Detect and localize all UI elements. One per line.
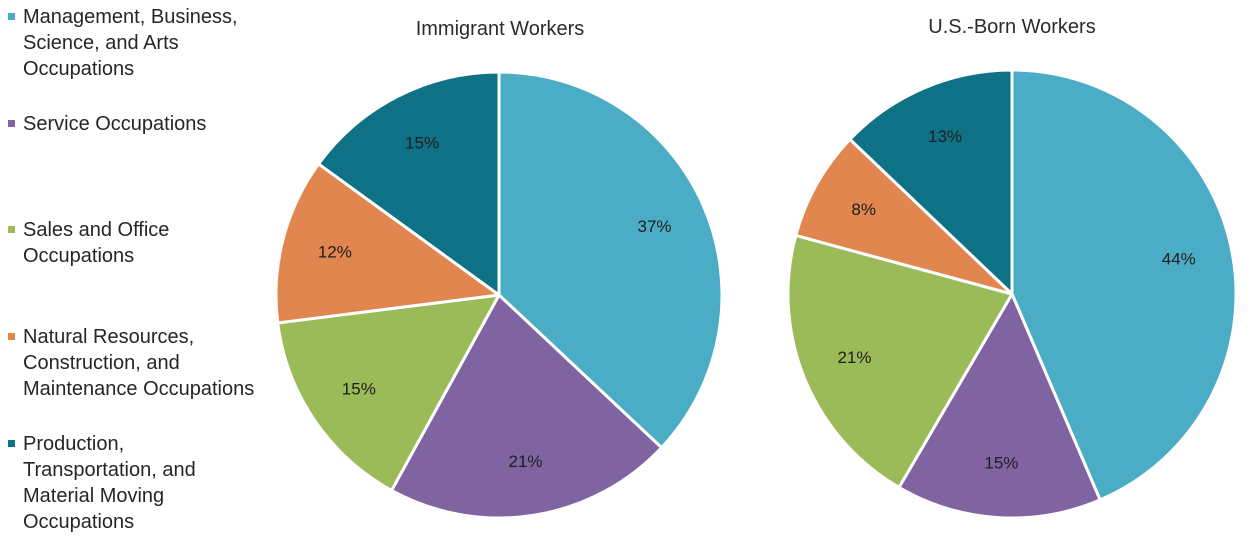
legend-swatch-production <box>8 440 15 447</box>
pie-slice-management <box>497 70 724 450</box>
pie-slice-natural-resources <box>274 162 501 325</box>
pie-slice-service <box>390 293 664 520</box>
legend-swatch-management <box>8 13 15 20</box>
pie-slice-sales <box>276 293 501 492</box>
data-label-management: 44% <box>1162 249 1196 268</box>
pie-chart-us-born: 44% 15% 21% 8% 13% <box>786 68 1238 520</box>
pie-slice-sales <box>786 233 1014 489</box>
legend-label-service: Service Occupations <box>23 113 207 135</box>
pie-slice-service <box>897 292 1102 520</box>
data-label-production: 13% <box>928 127 962 146</box>
legend-label-management: Management, Business, Science, and Arts … <box>23 6 238 80</box>
legend-item-service: Service Occupations <box>8 111 263 137</box>
chart-title-immigrant: Immigrant Workers <box>415 18 585 40</box>
legend-item-natural: Natural Resources, Construction, and Mai… <box>8 324 263 402</box>
legend-swatch-sales <box>8 226 15 233</box>
legend-label-sales: Sales and Office Occupations <box>23 219 170 267</box>
legend-item-sales: Sales and Office Occupations <box>8 217 263 269</box>
data-label-service: 21% <box>508 452 542 471</box>
data-label-sales: 21% <box>837 348 871 367</box>
legend-item-production: Production, Transportation, and Material… <box>8 431 263 535</box>
pie-slice-production <box>848 68 1014 296</box>
legend-swatch-service <box>8 120 15 127</box>
data-label-natural-resources: 12% <box>318 242 352 261</box>
pie-chart-immigrant: 37% 21% 15% 12% 15% <box>274 70 724 520</box>
pie-slice-production <box>317 70 501 297</box>
chart-title-us-born: U.S.-Born Workers <box>928 16 1096 38</box>
data-label-management: 37% <box>638 217 672 236</box>
chart-legend: Management, Business, Science, and Arts … <box>8 4 268 540</box>
legend-label-natural: Natural Resources, Construction, and Mai… <box>23 326 255 400</box>
data-label-natural-resources: 8% <box>851 200 876 219</box>
data-label-service: 15% <box>984 453 1018 472</box>
legend-swatch-natural <box>8 333 15 340</box>
pie-slice-natural-resources <box>794 137 1014 296</box>
legend-item-management: Management, Business, Science, and Arts … <box>8 4 263 82</box>
pie-slice-management <box>1010 68 1238 502</box>
legend-label-production: Production, Transportation, and Material… <box>23 433 196 533</box>
data-label-sales: 15% <box>342 380 376 399</box>
data-label-production: 15% <box>405 133 439 152</box>
